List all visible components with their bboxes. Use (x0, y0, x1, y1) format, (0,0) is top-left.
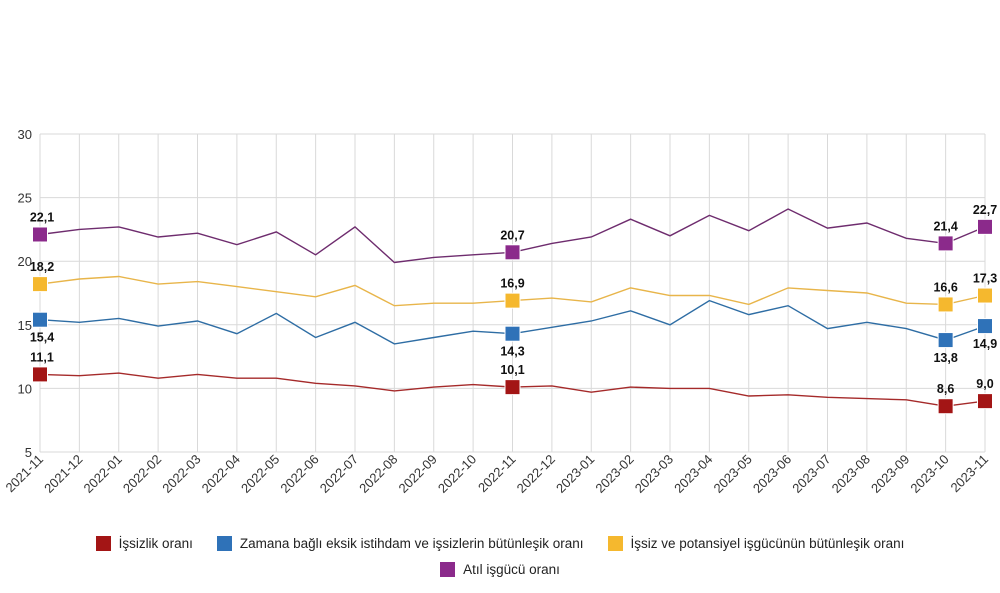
series-4-point-marker (32, 226, 48, 243)
series-3-point-marker (32, 276, 48, 293)
legend-swatch-potansiyel (607, 535, 623, 551)
legend-swatch-zamana-bagli (216, 535, 232, 551)
x-tick-label: 2023-05 (711, 452, 755, 496)
legend-label-issizlik: İşsizlik oranı (118, 535, 193, 551)
series-1-data-label: 11,1 (30, 350, 54, 364)
series-4-data-label: 22,1 (30, 210, 54, 224)
x-tick-label: 2023-06 (750, 452, 794, 496)
series-1-point-marker (937, 398, 954, 415)
legend-item-issizlik[interactable]: İşsizlik oranı (95, 535, 193, 551)
series-4-point-marker (504, 244, 521, 261)
x-tick-label: 2022-04 (199, 452, 243, 496)
series-2-data-label: 13,8 (933, 351, 957, 365)
series-1-data-label: 10,1 (500, 363, 524, 377)
series-3-point-marker (977, 287, 993, 304)
legend-swatch-atil (440, 561, 456, 577)
series-3-data-label: 16,6 (933, 280, 957, 294)
x-tick-label: 2022-11 (475, 452, 519, 496)
series-2-data-label: 15,4 (30, 331, 54, 345)
series-4-data-label: 20,7 (500, 228, 524, 242)
y-tick-label: 25 (18, 191, 32, 206)
legend-label-zamana-bagli: Zamana bağlı eksik istihdam ve işsizleri… (239, 535, 584, 551)
legend-row-1: İşsizlik oranı Zamana bağlı eksik istihd… (0, 530, 1000, 556)
series-4-point-marker (937, 235, 954, 252)
x-tick-label: 2023-02 (592, 452, 636, 496)
x-tick-label: 2022-03 (159, 452, 203, 496)
x-tick-label: 2022-06 (277, 452, 321, 496)
series-2-data-label: 14,9 (973, 337, 997, 351)
series-1-point-marker (32, 366, 48, 383)
x-tick-label: 2022-01 (81, 452, 125, 496)
legend-item-atil[interactable]: Atıl işgücü oranı (440, 561, 560, 577)
series-2-point-marker (32, 311, 48, 328)
x-tick-label: 2023-01 (553, 452, 597, 496)
series-2-data-label: 14,3 (500, 345, 524, 359)
legend-label-potansiyel: İşsiz ve potansiyel işgücünün bütünleşik… (630, 535, 905, 551)
series-2-point-marker (977, 318, 993, 335)
x-tick-label: 2022-05 (238, 452, 282, 496)
x-tick-label: 2023-04 (671, 452, 715, 496)
legend-row-2: Atıl işgücü oranı (0, 556, 1000, 582)
series-1-data-label: 9,0 (976, 377, 993, 391)
series-4-point-marker (977, 218, 993, 235)
legend-item-potansiyel[interactable]: İşsiz ve potansiyel işgücünün bütünleşik… (607, 535, 905, 551)
series-4-data-label: 22,7 (973, 203, 997, 217)
series-3-point-marker (504, 292, 521, 309)
x-tick-label: 2023-11 (947, 452, 991, 496)
y-tick-label: 15 (18, 318, 32, 333)
x-tick-label: 2023-10 (907, 452, 951, 496)
series-1-data-label: 8,6 (937, 382, 954, 396)
y-tick-label: 5 (25, 445, 32, 460)
x-tick-label: 2021-12 (41, 452, 85, 496)
series-3-data-label: 18,2 (30, 260, 54, 274)
series-3-data-label: 16,9 (500, 277, 524, 291)
series-3-point-marker (937, 296, 954, 313)
series-3-data-label: 17,3 (973, 272, 997, 286)
y-tick-label: 30 (18, 127, 32, 142)
legend: İşsizlik oranı Zamana bağlı eksik istihd… (0, 530, 1000, 582)
x-tick-label: 2023-03 (632, 452, 676, 496)
x-tick-label: 2023-08 (829, 452, 873, 496)
x-tick-label: 2023-09 (868, 452, 912, 496)
series-2-point-marker (937, 332, 954, 349)
x-tick-label: 2022-09 (396, 452, 440, 496)
series-4-data-label: 21,4 (933, 219, 957, 233)
series-2-point-marker (504, 325, 521, 342)
x-tick-label: 2023-07 (789, 452, 833, 496)
x-tick-label: 2022-08 (356, 452, 400, 496)
series-1-point-marker (504, 379, 521, 396)
y-tick-label: 20 (18, 254, 32, 269)
line-chart: 510152025302021-112021-122022-012022-022… (2, 127, 997, 496)
y-tick-label: 10 (18, 381, 32, 396)
x-tick-label: 2022-07 (317, 452, 361, 496)
legend-item-zamana-bagli[interactable]: Zamana bağlı eksik istihdam ve işsizleri… (216, 535, 584, 551)
legend-swatch-issizlik (95, 535, 111, 551)
legend-label-atil: Atıl işgücü oranı (463, 561, 560, 577)
x-tick-label: 2022-02 (120, 452, 164, 496)
x-tick-label: 2022-12 (514, 452, 558, 496)
x-tick-label: 2022-10 (435, 452, 479, 496)
series-1-point-marker (977, 393, 993, 410)
